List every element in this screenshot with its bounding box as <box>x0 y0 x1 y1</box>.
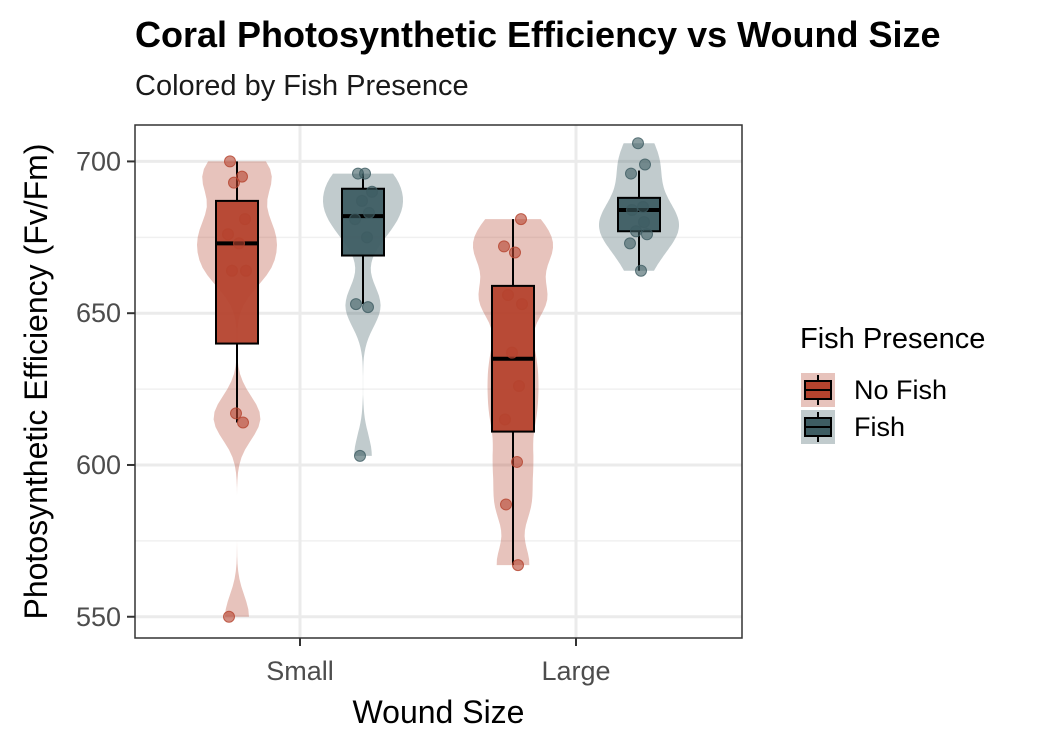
y-tick-label: 550 <box>76 602 121 632</box>
data-point <box>224 155 236 168</box>
data-point <box>240 264 252 277</box>
y-tick-label: 600 <box>76 450 121 480</box>
data-point <box>230 407 242 420</box>
data-point <box>237 416 249 429</box>
x-axis-title: Wound Size <box>353 694 525 730</box>
chart-subtitle: Colored by Fish Presence <box>135 70 469 102</box>
data-point <box>499 413 511 426</box>
data-point <box>222 228 234 241</box>
chart-title: Coral Photosynthetic Efficiency vs Wound… <box>135 14 941 55</box>
data-point <box>228 176 240 189</box>
y-tick-label: 700 <box>76 146 121 176</box>
data-point <box>509 246 521 259</box>
data-point <box>350 298 362 311</box>
data-point <box>516 298 528 311</box>
data-point <box>354 449 366 462</box>
data-point <box>624 237 636 250</box>
legend: Fish Presence No Fish Fish <box>800 323 985 444</box>
data-point <box>506 346 518 359</box>
y-axis-title: Photosynthetic Efficiency (Fv/Fm) <box>18 144 54 620</box>
data-point <box>635 264 647 277</box>
data-point <box>233 237 245 250</box>
data-point <box>626 203 638 216</box>
data-point <box>363 207 375 220</box>
data-point <box>366 185 378 198</box>
data-point <box>641 228 653 241</box>
violin-fish-small <box>323 173 403 456</box>
legend-label-fish: Fish <box>854 412 905 442</box>
data-point <box>349 213 361 226</box>
data-point <box>639 158 651 171</box>
y-tick-label: 650 <box>76 298 121 328</box>
data-point <box>352 167 364 180</box>
data-point <box>632 137 644 150</box>
data-point <box>630 225 642 238</box>
legend-title: Fish Presence <box>800 323 985 355</box>
data-point <box>500 498 512 511</box>
data-point <box>223 610 235 623</box>
data-point <box>498 240 510 253</box>
data-point <box>625 167 637 180</box>
data-point <box>361 231 373 244</box>
data-point <box>362 301 374 314</box>
panel-border <box>134 124 743 639</box>
x-tick-label: Large <box>541 656 610 686</box>
data-point <box>513 380 525 393</box>
data-point <box>638 216 650 229</box>
data-point <box>226 264 238 277</box>
x-tick-label: Small <box>266 656 334 686</box>
data-point <box>511 455 523 468</box>
legend-label-no-fish: No Fish <box>854 375 947 405</box>
data-point <box>512 559 524 572</box>
data-point <box>236 170 248 183</box>
data-point <box>502 288 514 301</box>
data-point <box>637 200 649 213</box>
data-point <box>356 194 368 207</box>
data-point <box>515 213 527 226</box>
data-point <box>239 213 251 226</box>
